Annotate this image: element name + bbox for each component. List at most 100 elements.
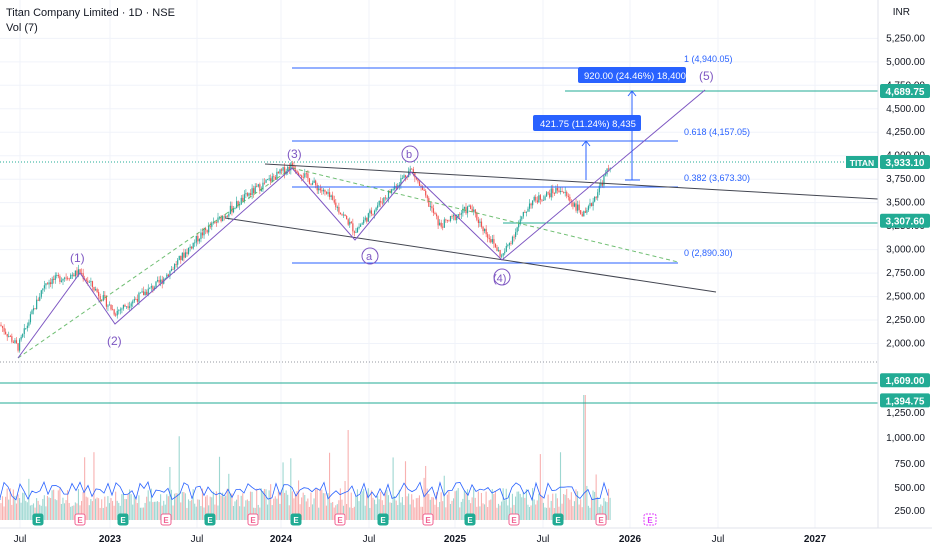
grid (0, 0, 878, 528)
earnings-event-icon[interactable]: E (32, 513, 44, 526)
svg-text:E: E (337, 516, 343, 525)
wave-path (17, 89, 706, 359)
time-axis[interactable]: Jul 2023 Jul 2024 Jul 2025 Jul 2026 Jul 2027 (0, 527, 932, 545)
horizontal-levels (0, 90, 878, 404)
price-tick: 3,000.00 (886, 245, 925, 256)
earnings-event-icon[interactable]: E (422, 513, 434, 526)
price-tick: 3,500.00 (886, 198, 925, 209)
svg-text:E: E (293, 516, 299, 525)
price-tick: 4,250.00 (886, 127, 925, 138)
svg-text:E: E (380, 516, 386, 525)
dashed-trendline-up (17, 167, 293, 359)
volume-tick: 1,000.00 (886, 433, 925, 444)
svg-text:E: E (555, 516, 561, 525)
svg-text:E: E (425, 516, 431, 525)
price-badges: 4,689.75 3,307.60 1,609.00 1,394.75 TITAN 3,9… (846, 83, 930, 408)
currency-label[interactable]: INR (892, 7, 910, 18)
earnings-event-icon[interactable]: E (290, 513, 302, 526)
fibonacci-levels: 1 (4,940.05) 0.618 (4,157.05) 0.382 (3,6… (292, 54, 750, 264)
wave-label-b: b (406, 149, 412, 161)
price-tick: 5,250.00 (886, 33, 925, 44)
svg-text:E: E (467, 516, 473, 525)
earnings-event-icon[interactable]: E (508, 513, 520, 526)
volume-bars (0, 395, 611, 520)
price-badge: 1,394.75 (880, 393, 930, 408)
wave-label-3: (3) (287, 147, 302, 161)
measure-label-1: 920.00 (24.46%) 18,400 (584, 71, 686, 82)
earnings-event-icon[interactable]: E (247, 513, 259, 526)
measure-box-2 (533, 115, 641, 131)
svg-text:1,394.75: 1,394.75 (886, 396, 925, 407)
price-axis[interactable]: 5,250.005,000.004,750.004,500.004,250.00… (877, 0, 925, 528)
svg-text:E: E (163, 516, 169, 525)
svg-text:E: E (598, 516, 604, 525)
svg-text:1,609.00: 1,609.00 (886, 376, 925, 387)
candlesticks (0, 160, 611, 353)
earnings-event-icon[interactable]: E (595, 513, 607, 526)
svg-text:3,307.60: 3,307.60 (886, 217, 925, 228)
svg-text:E: E (647, 516, 653, 525)
price-badge: 3,307.60 (880, 213, 930, 228)
wave-label-b-circle (401, 145, 419, 163)
upper-trendline (264, 163, 879, 200)
volume-tick: 500.00 (894, 483, 925, 494)
time-tick: 2023 (99, 534, 122, 545)
time-tick: 2026 (619, 534, 642, 545)
fib-label-1: 1 (4,940.05) (684, 54, 733, 64)
fib-label-0382: 0.382 (3,673.30) (684, 173, 750, 183)
svg-text:E: E (250, 516, 256, 525)
svg-text:TITAN: TITAN (850, 158, 874, 168)
price-tick: 2,750.00 (886, 268, 925, 279)
price-tick: 2,000.00 (886, 339, 925, 350)
earnings-event-icon[interactable]: E (464, 513, 476, 526)
svg-text:E: E (207, 516, 213, 525)
earnings-event-icon[interactable]: E (74, 513, 86, 526)
wave-label-a: a (366, 251, 373, 263)
price-badge: 1,609.00 (880, 373, 930, 388)
time-tick: Jul (537, 534, 550, 545)
earnings-event-icon[interactable]: E (204, 513, 216, 526)
future-event-icon[interactable]: E (643, 513, 657, 526)
wave-label-5: (5) (699, 69, 714, 83)
svg-text:E: E (120, 516, 126, 525)
wave-label-1: (1) (70, 251, 85, 265)
earnings-event-icon[interactable]: E (117, 513, 129, 526)
price-tick: 4,500.00 (886, 104, 925, 115)
trend-channel (17, 163, 879, 359)
time-tick: 2024 (270, 534, 293, 545)
time-tick: Jul (14, 534, 27, 545)
svg-text:E: E (35, 516, 41, 525)
last-price-badge: TITAN 3,933.10 (846, 155, 930, 169)
earnings-event-icon[interactable]: E (334, 513, 346, 526)
volume-tick: 750.00 (894, 459, 925, 470)
earnings-event-icon[interactable]: E (552, 513, 564, 526)
svg-text:3,933.10: 3,933.10 (886, 158, 925, 169)
chart-header: Titan Company Limited · 1D · NSE Vol (7) (6, 6, 175, 36)
time-tick: 2025 (444, 534, 467, 545)
price-tick: 2,500.00 (886, 292, 925, 303)
wave-label-a-circle (361, 247, 379, 265)
lower-trendline (224, 217, 717, 293)
price-tick: 5,000.00 (886, 57, 925, 68)
price-tick: 2,250.00 (886, 315, 925, 326)
svg-text:4,689.75: 4,689.75 (886, 87, 925, 98)
wave-label-4-circle (493, 268, 511, 286)
wave-label-4: (4) (493, 273, 506, 285)
price-badge: 4,689.75 (880, 83, 930, 98)
dashed-trendline-down (291, 167, 679, 263)
fib-label-0618: 0.618 (4,157.05) (684, 127, 750, 137)
time-tick: Jul (191, 534, 204, 545)
svg-text:E: E (511, 516, 517, 525)
time-tick: 2027 (804, 534, 827, 545)
time-tick: Jul (712, 534, 725, 545)
measure-box-1 (578, 67, 686, 83)
indicator-label[interactable]: Vol (7) (6, 22, 38, 34)
symbol-title[interactable]: Titan Company Limited · 1D · NSE (6, 7, 175, 19)
fib-label-0: 0 (2,890.30) (684, 248, 733, 258)
svg-text:E: E (77, 516, 83, 525)
time-tick: Jul (363, 534, 376, 545)
earnings-event-icon[interactable]: E (377, 513, 389, 526)
earnings-event-icon[interactable]: E (160, 513, 172, 526)
